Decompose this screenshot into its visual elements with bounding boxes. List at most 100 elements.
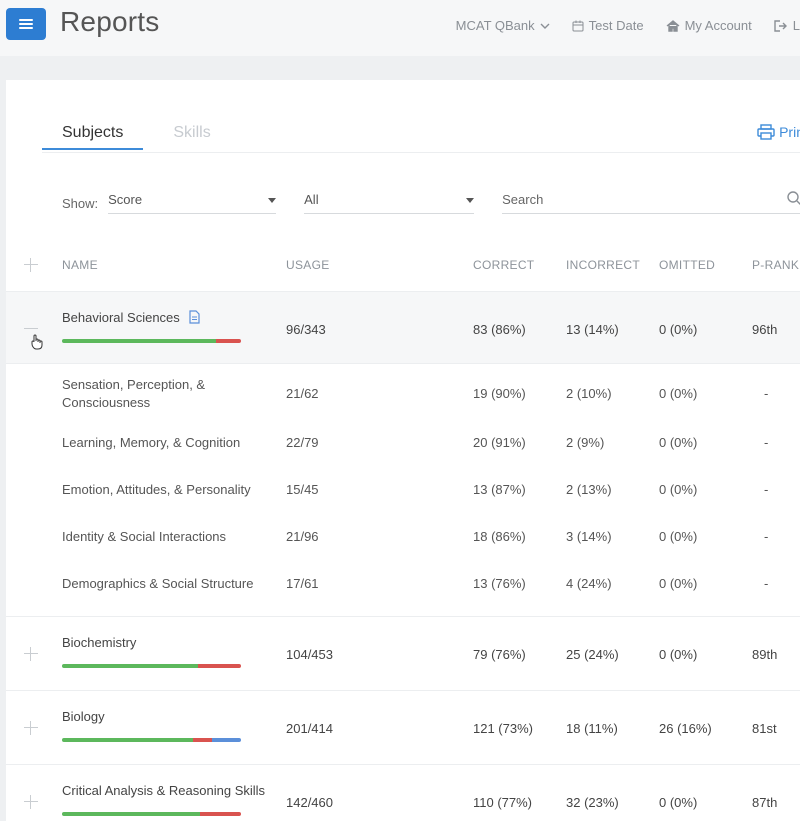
filter-bar: Show: Score All — [62, 190, 800, 214]
incorrect-segment — [199, 812, 241, 816]
subtopic-name: Demographics & Social Structure — [62, 576, 254, 591]
omitted-value: 0 (0%) — [659, 435, 698, 450]
usage-value: 142/460 — [286, 795, 333, 810]
subject-name: Critical Analysis & Reasoning Skills — [62, 783, 266, 798]
prank-value: - — [764, 386, 769, 401]
omitted-value: 0 (0%) — [659, 386, 698, 401]
nav-test-date[interactable]: Test Date — [572, 18, 644, 33]
usage-value: 21/96 — [286, 529, 319, 544]
prank-value: 81st — [752, 721, 777, 736]
performance-bar — [62, 738, 241, 742]
omitted-value: 0 (0%) — [659, 482, 698, 497]
expand-all-icon[interactable] — [24, 258, 38, 272]
correct-value: 18 (86%) — [473, 529, 526, 544]
search-input[interactable] — [502, 192, 773, 207]
prank-value: 87th — [752, 795, 778, 810]
incorrect-value: 2 (9%) — [566, 435, 605, 450]
print-button[interactable]: Prin — [757, 124, 800, 140]
search-box — [502, 190, 800, 214]
col-name[interactable]: NAME — [62, 258, 98, 272]
printer-icon — [757, 124, 775, 140]
table-row[interactable]: Critical Analysis & Reasoning Skills 142… — [6, 765, 800, 821]
correct-value: 121 (73%) — [473, 721, 533, 736]
subject-name: Behavioral Sciences — [62, 310, 201, 325]
correct-segment — [62, 738, 193, 742]
list-item[interactable]: Identity & Social Interactions 21/96 18 … — [6, 514, 800, 561]
correct-value: 13 (87%) — [473, 482, 526, 497]
subject-name: Biochemistry — [62, 635, 137, 650]
list-item[interactable]: Emotion, Attitudes, & Personality 15/45 … — [6, 467, 800, 514]
incorrect-value: 32 (23%) — [566, 795, 619, 810]
expand-icon[interactable] — [24, 647, 38, 661]
prank-value: - — [764, 529, 769, 544]
nav-qbank-label: MCAT QBank — [455, 18, 535, 33]
performance-bar — [62, 339, 241, 343]
omitted-value: 0 (0%) — [659, 529, 698, 544]
score-select[interactable]: Score — [108, 192, 277, 214]
omitted-value: 0 (0%) — [659, 322, 698, 337]
report-tabs: Subjects Skills — [42, 124, 211, 150]
nav-my-account-label: My Account — [684, 18, 752, 33]
subtopic-name: Learning, Memory, & Cognition — [62, 435, 241, 450]
col-omitted[interactable]: OMITTED — [659, 258, 716, 272]
list-item[interactable]: Sensation, Perception, & Consciousness 2… — [6, 370, 800, 420]
page-title: Reports — [60, 6, 160, 37]
correct-value: 83 (86%) — [473, 322, 526, 337]
omitted-value: 26 (16%) — [659, 721, 712, 736]
subtopic-list: Sensation, Perception, & Consciousness 2… — [6, 364, 800, 617]
hand-cursor-icon — [31, 334, 43, 350]
subjects-table: NAME USAGE CORRECT INCORRECT OMITTED P-R… — [6, 238, 800, 821]
list-item[interactable]: Learning, Memory, & Cognition 22/79 20 (… — [6, 420, 800, 467]
caret-down-icon — [466, 198, 475, 203]
home-icon — [666, 19, 680, 32]
prank-value: 89th — [752, 647, 778, 662]
chevron-down-icon — [540, 23, 550, 29]
nav-my-account[interactable]: My Account — [666, 18, 752, 33]
omitted-value: 0 (0%) — [659, 576, 698, 591]
correct-value: 20 (91%) — [473, 435, 526, 450]
nav-logout[interactable]: L — [774, 18, 800, 33]
incorrect-value: 13 (14%) — [566, 322, 619, 337]
col-usage[interactable]: USAGE — [286, 258, 330, 272]
prank-value: - — [764, 482, 769, 497]
col-incorrect[interactable]: INCORRECT — [566, 258, 641, 272]
table-header: NAME USAGE CORRECT INCORRECT OMITTED P-R… — [6, 238, 800, 292]
subject-name-label: Behavioral Sciences — [62, 310, 180, 325]
nav-test-date-label: Test Date — [588, 18, 644, 33]
usage-value: 104/453 — [286, 647, 333, 662]
all-select[interactable]: All — [304, 192, 475, 214]
score-select-value: Score — [108, 192, 143, 207]
document-icon[interactable] — [189, 310, 201, 324]
table-row[interactable]: Behavioral Sciences 96/343 83 (86%) 13 (… — [6, 292, 800, 364]
reports-card: Subjects Skills Prin Show: Score All NAM… — [6, 80, 800, 821]
top-nav: MCAT QBank Test Date My Account L — [434, 18, 800, 33]
col-prank[interactable]: P-RANK — [752, 258, 800, 272]
list-item[interactable]: Demographics & Social Structure 17/61 13… — [6, 561, 800, 608]
col-correct[interactable]: CORRECT — [473, 258, 535, 272]
nav-qbank[interactable]: MCAT QBank — [456, 18, 550, 33]
tab-skills[interactable]: Skills — [173, 124, 211, 141]
show-label: Show: — [62, 195, 99, 211]
table-row[interactable]: Biology 201/414 121 (73%) 18 (11%) 26 (1… — [6, 691, 800, 765]
table-row[interactable]: Biochemistry 104/453 79 (76%) 25 (24%) 0… — [6, 617, 800, 691]
collapse-icon[interactable] — [24, 322, 38, 336]
menu-button[interactable] — [6, 8, 46, 40]
print-label: Prin — [779, 124, 800, 140]
correct-value: 13 (76%) — [473, 576, 526, 591]
omitted-value: 0 (0%) — [659, 795, 698, 810]
incorrect-value: 2 (10%) — [566, 386, 612, 401]
omitted-value: 0 (0%) — [659, 647, 698, 662]
usage-value: 15/45 — [286, 482, 319, 497]
search-icon[interactable] — [786, 190, 800, 206]
tab-subjects[interactable]: Subjects — [42, 124, 144, 150]
incorrect-value: 25 (24%) — [566, 647, 619, 662]
calendar-icon — [572, 20, 584, 31]
subject-name: Biology — [62, 709, 105, 724]
incorrect-value: 18 (11%) — [566, 721, 618, 736]
correct-value: 79 (76%) — [473, 647, 526, 662]
hamburger-icon — [19, 19, 33, 29]
usage-value: 21/62 — [286, 386, 319, 401]
expand-icon[interactable] — [24, 795, 38, 809]
usage-value: 96/343 — [286, 322, 326, 337]
expand-icon[interactable] — [24, 721, 38, 735]
